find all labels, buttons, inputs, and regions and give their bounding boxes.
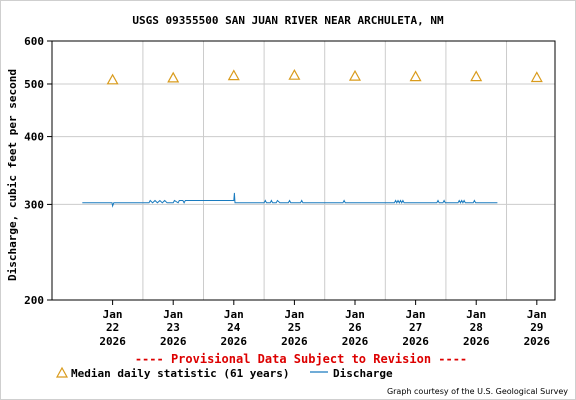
x-tick-label-year: 2026	[99, 335, 126, 348]
y-tick-label: 400	[24, 131, 44, 144]
x-tick-label-month: Jan	[527, 308, 547, 321]
legend-median-triangle-icon	[55, 366, 69, 378]
legend-discharge-label: Discharge	[333, 367, 393, 380]
grid-lines	[52, 41, 555, 300]
discharge-line	[82, 192, 498, 208]
legend-median-label: Median daily statistic (61 years)	[71, 367, 290, 380]
x-tick-label-day: 22	[106, 321, 119, 334]
x-tick-label-month: Jan	[103, 308, 123, 321]
median-point	[288, 68, 301, 80]
x-tick-label-month: Jan	[406, 308, 426, 321]
y-tick-label: 200	[24, 294, 44, 307]
x-tick-label-month: Jan	[466, 308, 486, 321]
y-tick-label: 600	[24, 35, 44, 48]
x-tick-label-day: 28	[470, 321, 483, 334]
provisional-notice: ---- Provisional Data Subject to Revisio…	[135, 352, 467, 366]
x-tick-label-year: 2026	[402, 335, 429, 348]
x-tick-label-day: 25	[288, 321, 301, 334]
x-axis-ticks: Jan222026Jan232026Jan242026Jan252026Jan2…	[99, 300, 550, 348]
x-tick-label-year: 2026	[221, 335, 248, 348]
x-tick-label-year: 2026	[160, 335, 187, 348]
x-tick-label-month: Jan	[284, 308, 304, 321]
median-series	[106, 68, 543, 85]
median-point	[227, 69, 240, 81]
median-point	[348, 69, 362, 81]
median-point	[106, 73, 119, 85]
median-point	[409, 70, 422, 82]
x-tick-label-day: 24	[227, 321, 241, 334]
x-tick-label-year: 2026	[524, 335, 551, 348]
y-tick-label: 300	[24, 198, 44, 211]
discharge-series	[82, 192, 498, 208]
y-tick-label: 500	[24, 78, 44, 91]
x-tick-label-month: Jan	[163, 308, 183, 321]
x-tick-label-month: Jan	[224, 308, 244, 321]
x-tick-label-day: 29	[530, 321, 543, 334]
chart-title: USGS 09355500 SAN JUAN RIVER NEAR ARCHUL…	[132, 14, 444, 27]
plot-area-border	[51, 40, 556, 301]
x-tick-label-day: 27	[409, 321, 422, 334]
y-axis-ticks: 200 300 400 500 600	[24, 35, 52, 307]
median-point	[470, 70, 483, 82]
x-tick-label-year: 2026	[463, 335, 490, 348]
median-point	[167, 71, 180, 83]
credit-text: Graph courtesy of the U.S. Geological Su…	[387, 387, 568, 396]
x-tick-label-year: 2026	[281, 335, 308, 348]
y-axis-label: Discharge, cubic feet per second	[6, 69, 19, 281]
median-point	[530, 71, 543, 83]
x-tick-label-month: Jan	[345, 308, 365, 321]
x-tick-label-day: 26	[348, 321, 362, 334]
x-tick-label-day: 23	[167, 321, 180, 334]
x-tick-label-year: 2026	[342, 335, 369, 348]
legend: Median daily statistic (61 years) Discha…	[55, 366, 393, 380]
